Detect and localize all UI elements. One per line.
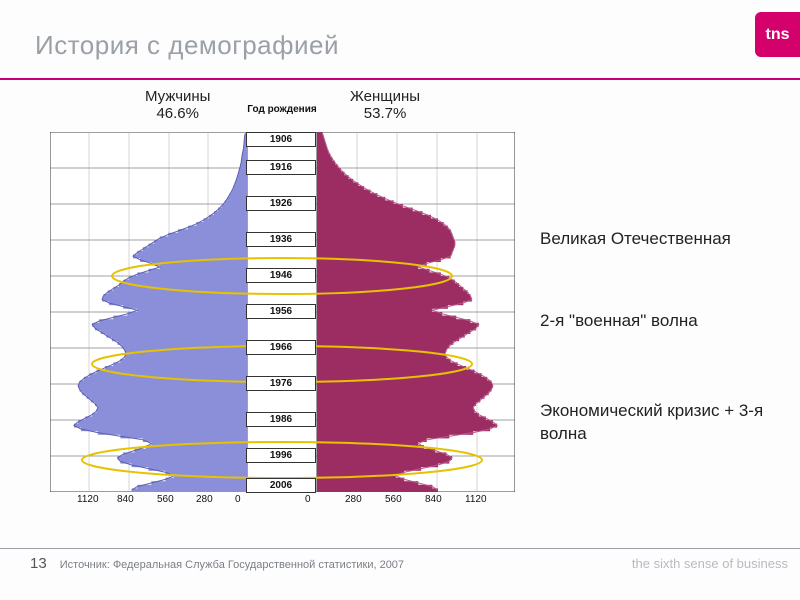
tns-logo: tns (755, 12, 800, 57)
x-tick: 840 (117, 494, 134, 505)
source-text: Источник: Федеральная Служба Государстве… (60, 559, 404, 571)
pyramid-plot: 1906 1916 1926 1936 1946 1956 1966 1976 1986 1996… (50, 132, 515, 492)
female-pct: 53.7% (350, 105, 420, 122)
x-tick: 840 (425, 494, 442, 505)
female-header: Женщины 53.7% (350, 88, 420, 122)
year-label: 1926 (246, 196, 316, 211)
year-label: 1936 (246, 232, 316, 247)
x-tick: 280 (196, 494, 213, 505)
annotation: 2-я "военная" волна (540, 310, 770, 333)
year-label: 1906 (246, 132, 316, 147)
x-tick: 280 (345, 494, 362, 505)
year-label: 1976 (246, 376, 316, 391)
x-tick: 1120 (465, 494, 487, 505)
male-label: Мужчины (145, 88, 210, 105)
x-tick: 560 (385, 494, 402, 505)
female-label: Женщины (350, 88, 420, 105)
year-label: 1986 (246, 412, 316, 427)
yob-header: Год рождения (247, 104, 317, 115)
x-axis: 1120 840 560 280 0 0 280 560 840 1120 (50, 492, 515, 512)
annotation: Великая Отечественная (540, 228, 770, 251)
population-pyramid-chart: Мужчины 46.6% Год рождения Женщины 53.7%… (50, 88, 515, 528)
tagline: the sixth sense of business (632, 556, 788, 571)
year-label: 1946 (246, 268, 316, 283)
page-number: 13 (30, 555, 47, 572)
male-pct: 46.6% (145, 105, 210, 122)
male-header: Мужчины 46.6% (145, 88, 210, 122)
divider-top (0, 78, 800, 80)
year-label: 2006 (246, 478, 316, 493)
x-tick: 0 (235, 494, 241, 505)
year-label: 1916 (246, 160, 316, 175)
x-tick: 1120 (77, 494, 99, 505)
slide-title: История с демографией (35, 30, 339, 61)
year-label: 1956 (246, 304, 316, 319)
year-label: 1966 (246, 340, 316, 355)
x-tick: 560 (157, 494, 174, 505)
x-tick: 0 (305, 494, 311, 505)
annotation: Экономический кризис + 3-я волна (540, 400, 770, 446)
year-label: 1996 (246, 448, 316, 463)
divider-bottom (0, 548, 800, 549)
footer: 13 Источник: Федеральная Служба Государс… (30, 555, 404, 572)
